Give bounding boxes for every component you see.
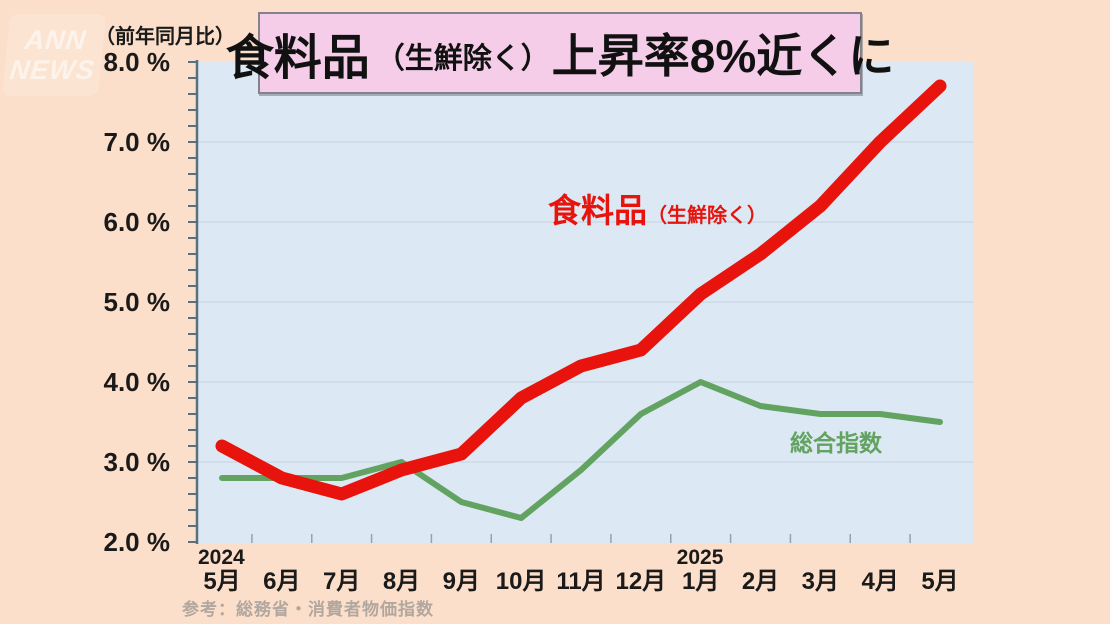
x-axis-label: 5月 [203,568,241,595]
x-axis-label: 4月 [861,568,899,595]
series-line-0 [215,79,947,501]
x-axis-label: 11月 [556,568,606,595]
source-note: 参考：総務省・消費者物価指数 [182,600,434,619]
yoy-annotation: （前年同月比） [95,26,235,48]
y-axis-label: 7.0 % [103,127,171,157]
x-axis-label: 6月 [263,568,301,595]
y-axis-label: 6.0 % [103,207,171,237]
headline-box: 食料品 （生鮮除く） 上昇率8%近くに [226,12,894,94]
series-line-1 [219,379,943,521]
y-axis-label: 4.0 % [103,367,171,397]
x-axis-label: 5月 [921,568,959,595]
year-label: 2025 [676,546,724,569]
y-axis-label: 8.0 % [103,47,171,77]
x-axis-label: 12月 [615,568,667,595]
x-axis-label: 8月 [382,568,421,595]
y-axis-label: 3.0 % [103,447,171,477]
x-axis-label: 1月 [681,568,720,595]
x-axis-label: 10月 [495,568,547,595]
food-series-label-main: 食料品 [548,192,647,229]
food-series-label-paren: （生鮮除く） [647,205,767,227]
y-axis-label: 2.0 % [103,527,171,557]
food-series-label: 食料品（生鮮除く） [548,184,767,232]
x-axis-label: 9月 [442,568,480,595]
x-axis-label: 3月 [801,568,839,595]
y-axis-label: 5.0 % [103,287,171,317]
headline-paren: （生鮮除く） [375,43,550,75]
general-index-series-label: 総合指数 [790,430,882,456]
year-label: 2024 [198,546,245,569]
headline-main: 食料品 [225,32,370,85]
x-axis-label: 7月 [322,568,361,595]
headline-rest: 上昇率8%近くに [551,30,895,82]
x-axis-label: 2月 [741,568,780,595]
